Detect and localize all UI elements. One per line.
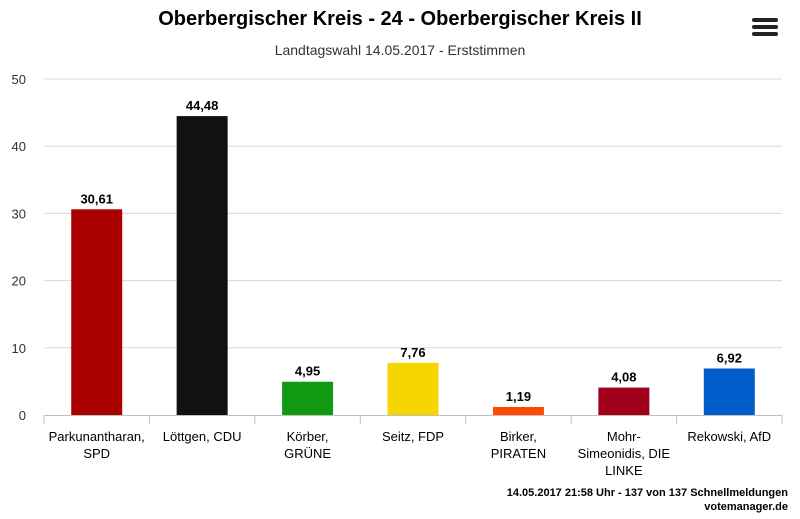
bar bbox=[492, 407, 544, 415]
bar bbox=[387, 362, 439, 415]
bar bbox=[598, 387, 650, 415]
footer-status: 14.05.2017 21:58 Uhr - 137 von 137 Schne… bbox=[506, 487, 788, 499]
data-label: 1,19 bbox=[506, 389, 531, 404]
data-label: 6,92 bbox=[717, 350, 742, 365]
bar bbox=[282, 381, 334, 415]
data-label: 4,08 bbox=[611, 370, 636, 385]
chart-subtitle: Landtagswahl 14.05.2017 - Erststimmen bbox=[274, 42, 526, 58]
data-label: 4,95 bbox=[295, 364, 320, 379]
y-tick-label: 0 bbox=[19, 408, 26, 423]
hamburger-menu-icon[interactable] bbox=[752, 18, 778, 40]
x-tick-label: Löttgen, CDU bbox=[163, 429, 242, 444]
x-tick-label: Seitz, FDP bbox=[382, 429, 444, 444]
bar bbox=[703, 368, 755, 415]
y-tick-label: 10 bbox=[12, 341, 26, 356]
footer-source[interactable]: votemanager.de bbox=[704, 501, 788, 513]
data-label: 7,76 bbox=[400, 345, 425, 360]
y-tick-label: 30 bbox=[12, 206, 26, 221]
bar bbox=[176, 116, 228, 416]
y-tick-label: 20 bbox=[12, 274, 26, 289]
data-label: 30,61 bbox=[80, 191, 113, 206]
x-tick-label: Rekowski, AfD bbox=[687, 429, 771, 444]
x-tick-label: Birker, PIRATEN bbox=[491, 429, 546, 461]
data-label: 44,48 bbox=[186, 98, 219, 113]
bar bbox=[71, 209, 123, 415]
y-tick-label: 40 bbox=[12, 139, 26, 154]
chart-title: Oberbergischer Kreis - 24 - Oberbergisch… bbox=[158, 8, 642, 30]
x-tick-label: Mohr-Simeonidis, DIE LINKE bbox=[578, 429, 671, 478]
x-tick-label: Körber, GRÜNE bbox=[284, 429, 331, 461]
x-tick-label: Parkunantharan, SPD bbox=[49, 429, 145, 461]
y-tick-label: 50 bbox=[12, 72, 26, 87]
